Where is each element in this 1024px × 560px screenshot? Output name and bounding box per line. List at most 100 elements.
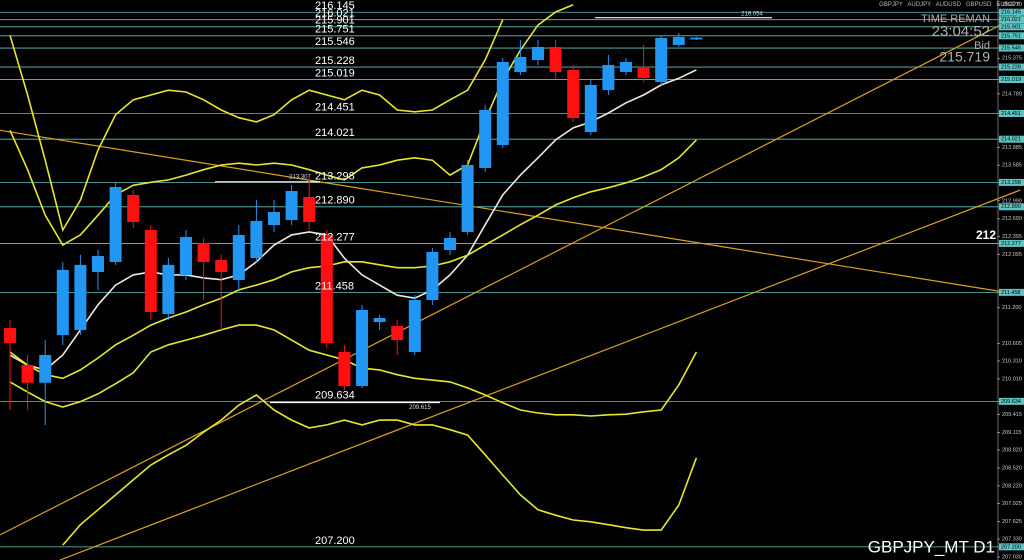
level-label: 215.901 <box>315 15 355 27</box>
indicator-line <box>9 139 697 380</box>
y-tick-label: 208.220 <box>1002 483 1022 489</box>
candle-body <box>197 243 210 263</box>
level-label: 212.890 <box>315 195 355 207</box>
candle-body <box>637 66 650 78</box>
y-tick-label: 212.690 <box>1002 216 1022 222</box>
candle-body <box>21 364 34 383</box>
symbol: GBPJPY <box>879 2 903 8</box>
candle-body <box>180 237 192 275</box>
level-box <box>999 76 1024 84</box>
indicator-line <box>9 19 504 233</box>
y-tick-label: 207.030 <box>1002 554 1022 560</box>
symbol: GBPUSD <box>966 2 992 8</box>
candle-body <box>127 195 140 223</box>
level-axis-label: 214.021 <box>1001 137 1021 143</box>
level-box <box>999 63 1024 71</box>
level-label: 214.451 <box>315 101 355 113</box>
level-box <box>999 8 1024 16</box>
candle-body <box>109 187 122 263</box>
level-box <box>999 543 1024 551</box>
candle-body <box>39 355 52 383</box>
candle-body <box>356 310 368 387</box>
level-label: 215.228 <box>315 55 355 67</box>
level-axis-label: 215.901 <box>1001 24 1021 30</box>
candle-body <box>461 165 474 233</box>
y-tick-label: 207.330 <box>1002 537 1022 543</box>
candle-body <box>268 211 280 226</box>
candle-body <box>426 252 439 301</box>
level-label: 209.634 <box>315 389 355 401</box>
y-tick-label: 210.010 <box>1002 376 1022 382</box>
candle-body <box>584 84 597 133</box>
level-label: 213.298 <box>315 170 355 182</box>
level-label: 216.021 <box>315 8 355 20</box>
level-axis-label: 207.200 <box>1001 544 1021 550</box>
y-tick-label: 210.605 <box>1002 341 1022 347</box>
candle-body <box>620 61 632 73</box>
candle-body <box>690 37 703 40</box>
candle-body <box>532 46 544 61</box>
level-box <box>999 397 1024 405</box>
y-tick-label: 214.780 <box>1002 91 1022 97</box>
level-box <box>999 135 1024 143</box>
candle-body <box>144 229 157 312</box>
candle-body <box>74 264 87 331</box>
y-tick-label: 208.820 <box>1002 447 1022 453</box>
bid-label: Bid <box>974 40 990 52</box>
level-axis-label: 215.019 <box>1001 77 1021 83</box>
y-tick-label: 216.270 <box>1002 2 1022 8</box>
price-mark-label: 209.615 <box>409 405 431 411</box>
y-tick-label: 213.885 <box>1002 145 1022 151</box>
indicator-line <box>62 394 698 546</box>
candle-body <box>391 326 404 341</box>
candle-body <box>514 57 527 73</box>
candle-body <box>373 318 386 323</box>
candle-body <box>655 38 668 82</box>
price-mark-label: 213.307 <box>289 175 311 181</box>
candle-body <box>549 46 562 73</box>
symbol: AUDJPY <box>907 2 931 8</box>
price-mark-label: 216.054 <box>741 11 763 17</box>
level-axis-label: 211.458 <box>1001 290 1020 296</box>
level-axis-label: 216.145 <box>1001 10 1021 16</box>
candle-body <box>215 259 228 272</box>
indicator-line <box>9 324 698 417</box>
candle-body <box>602 65 615 91</box>
trend-line <box>0 129 1024 296</box>
side-label: 212 <box>976 228 996 242</box>
bid-price: 215.719 <box>939 49 990 65</box>
y-tick-label: 215.375 <box>1002 56 1022 62</box>
y-tick-label: 210.310 <box>1002 358 1022 364</box>
candle-body <box>444 237 456 250</box>
level-label: 215.019 <box>315 67 355 79</box>
candle-body <box>567 69 580 118</box>
level-axis-label: 214.451 <box>1001 111 1021 117</box>
candle-body <box>303 196 316 223</box>
candle-body <box>672 36 685 46</box>
footer-label: GBPJPY_MT D1 <box>868 537 995 556</box>
symbol: EURJPY <box>996 2 1020 8</box>
y-tick-label: 208.520 <box>1002 465 1022 471</box>
candle-body <box>338 352 351 387</box>
level-axis-label: 213.298 <box>1001 180 1021 186</box>
candle-body <box>232 234 245 280</box>
candle-body <box>4 327 16 343</box>
level-box <box>999 32 1024 40</box>
y-tick-label: 209.115 <box>1002 430 1021 436</box>
candle-body <box>496 61 509 145</box>
level-axis-label: 215.228 <box>1001 65 1021 71</box>
y-tick-label: 212.990 <box>1002 198 1022 204</box>
y-tick-label: 213.585 <box>1002 163 1022 169</box>
y-tick-label: 212.395 <box>1002 234 1022 240</box>
level-box <box>999 178 1024 186</box>
level-label: 207.200 <box>315 535 355 547</box>
symbol: AUDUSD <box>936 2 962 8</box>
level-label: 212.277 <box>315 231 355 243</box>
y-tick-label: 207.925 <box>1002 501 1022 507</box>
level-axis-label: 215.546 <box>1001 46 1021 52</box>
level-axis-label: 212.890 <box>1001 204 1021 210</box>
candle-body <box>479 109 492 168</box>
level-box <box>999 203 1024 211</box>
candle-body <box>56 269 69 335</box>
